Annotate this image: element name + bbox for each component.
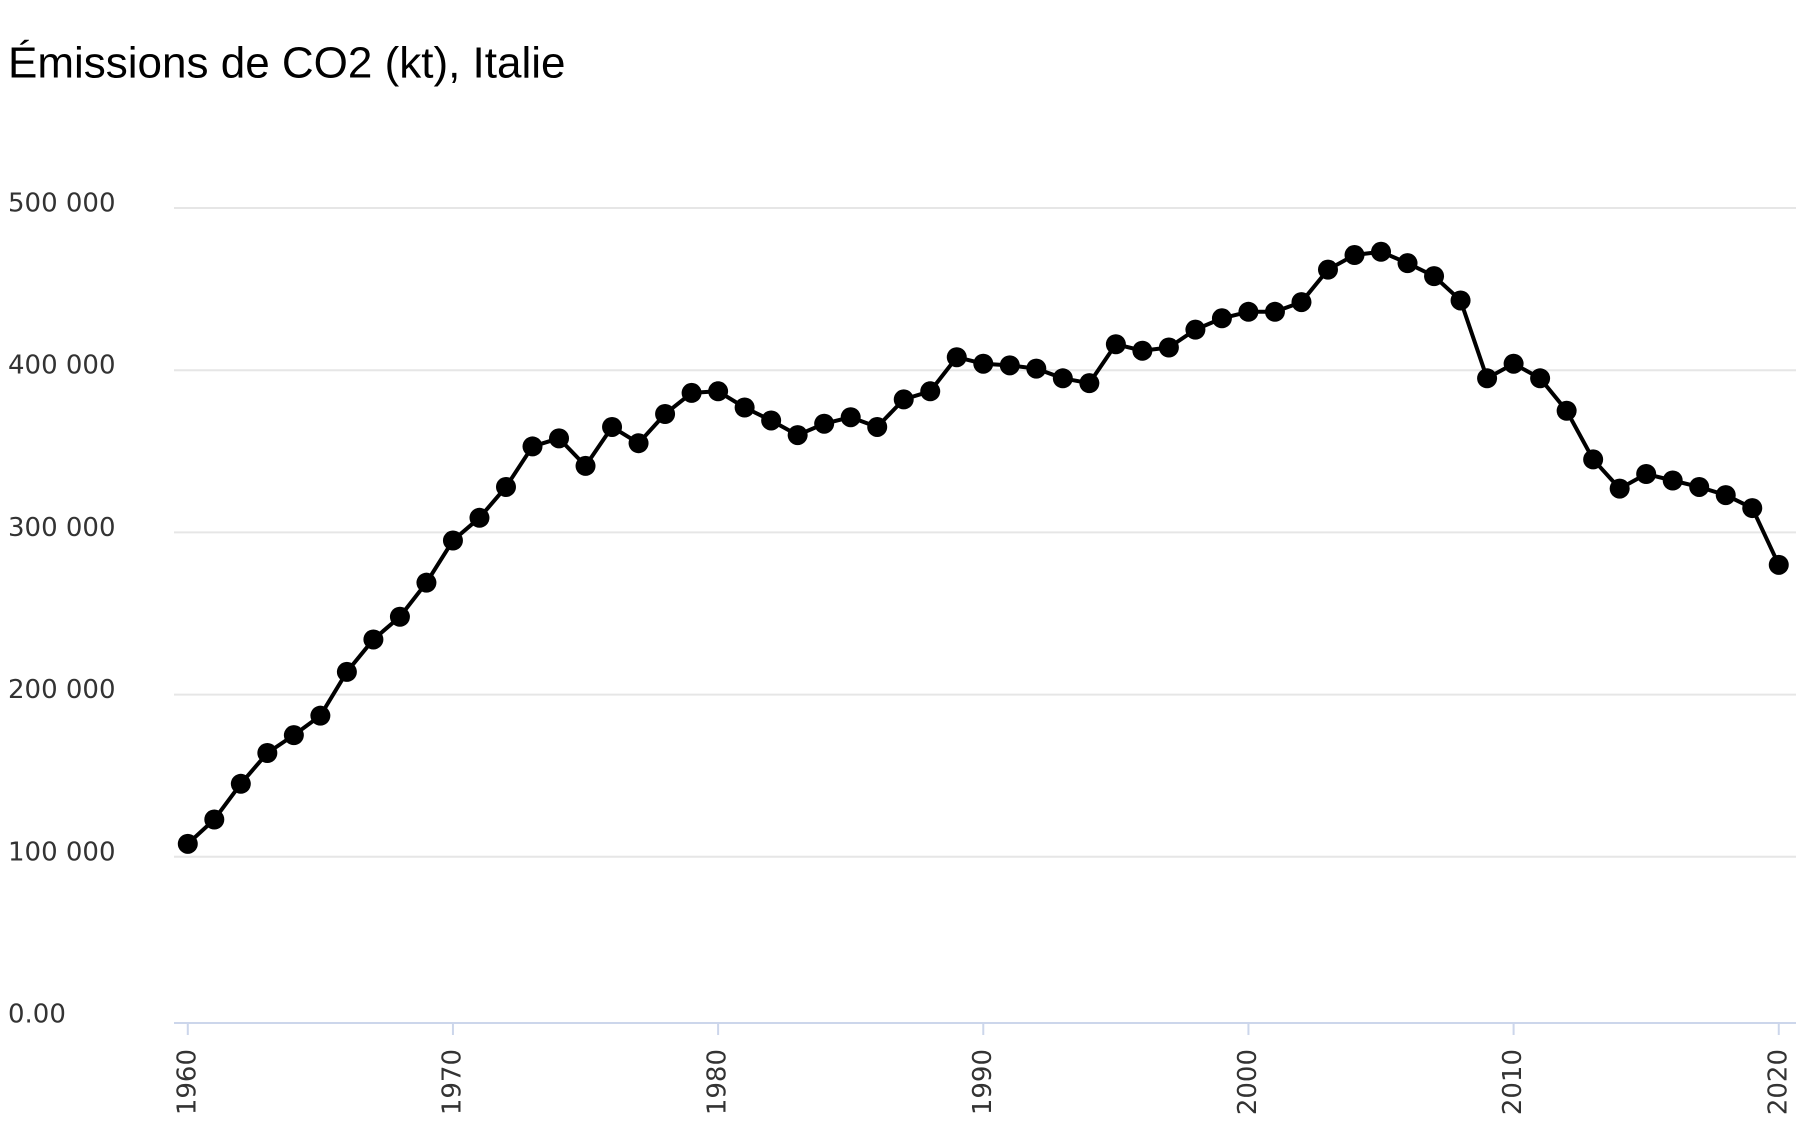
point xyxy=(1371,241,1392,262)
y-tick-label: 500 000 xyxy=(8,189,116,219)
point xyxy=(1344,245,1365,266)
x-tick-label: 1990 xyxy=(968,1049,998,1115)
point xyxy=(1503,353,1524,374)
point xyxy=(469,507,490,528)
x-tick-label: 2000 xyxy=(1233,1049,1263,1115)
point xyxy=(1424,266,1445,287)
point xyxy=(522,436,543,457)
point xyxy=(1238,301,1259,322)
point xyxy=(628,433,649,454)
point xyxy=(1052,368,1073,389)
point xyxy=(336,661,357,682)
point xyxy=(310,705,331,726)
point xyxy=(681,382,702,403)
line xyxy=(186,249,1781,846)
point xyxy=(1583,449,1604,470)
point xyxy=(1079,373,1100,394)
point xyxy=(1662,470,1683,491)
point xyxy=(1450,290,1471,311)
y-tick-label: 0.00 xyxy=(8,1000,66,1030)
x-tick-label: 2020 xyxy=(1763,1049,1793,1115)
point xyxy=(655,403,676,424)
point xyxy=(1105,334,1126,355)
point xyxy=(893,389,914,410)
point xyxy=(840,407,861,428)
point xyxy=(1185,319,1206,340)
point xyxy=(1689,476,1710,497)
point xyxy=(495,476,516,497)
point xyxy=(230,773,251,794)
point xyxy=(1158,337,1179,358)
point xyxy=(283,725,304,746)
point xyxy=(1211,308,1232,329)
point xyxy=(1397,253,1418,274)
y-tick-label: 200 000 xyxy=(8,675,116,705)
point xyxy=(946,347,967,368)
point xyxy=(787,425,808,446)
point xyxy=(1291,292,1312,313)
x-tick-label: 1970 xyxy=(437,1049,467,1115)
y-tick-label: 400 000 xyxy=(8,351,116,381)
point xyxy=(602,416,623,437)
point xyxy=(575,455,596,476)
x-tick-label: 2010 xyxy=(1498,1049,1528,1115)
point xyxy=(761,410,782,431)
point xyxy=(1132,340,1153,361)
point xyxy=(1317,259,1338,280)
point xyxy=(814,413,835,434)
x-tick-label: 1960 xyxy=(172,1049,202,1115)
point xyxy=(1264,301,1285,322)
point xyxy=(1026,358,1047,379)
point xyxy=(734,397,755,418)
point xyxy=(999,355,1020,376)
point xyxy=(708,381,729,402)
y-tick-label: 300 000 xyxy=(8,513,116,543)
point xyxy=(442,530,463,551)
point xyxy=(549,428,570,449)
point xyxy=(867,416,888,437)
point xyxy=(416,572,437,593)
point xyxy=(1715,485,1736,506)
point xyxy=(204,809,225,830)
point xyxy=(1477,368,1498,389)
point xyxy=(1636,464,1657,485)
point xyxy=(389,606,410,627)
chart-title: Émissions de CO2 (kt), Italie xyxy=(8,39,566,88)
point xyxy=(1530,368,1551,389)
point xyxy=(1768,554,1789,575)
x-tick-label: 1980 xyxy=(703,1049,733,1115)
point xyxy=(973,353,994,374)
point xyxy=(363,629,384,650)
point xyxy=(177,833,198,854)
point xyxy=(920,381,941,402)
point xyxy=(1742,498,1763,519)
point xyxy=(1609,478,1630,499)
y-tick-label: 100 000 xyxy=(8,837,116,867)
point xyxy=(257,742,278,763)
point xyxy=(1556,400,1577,421)
